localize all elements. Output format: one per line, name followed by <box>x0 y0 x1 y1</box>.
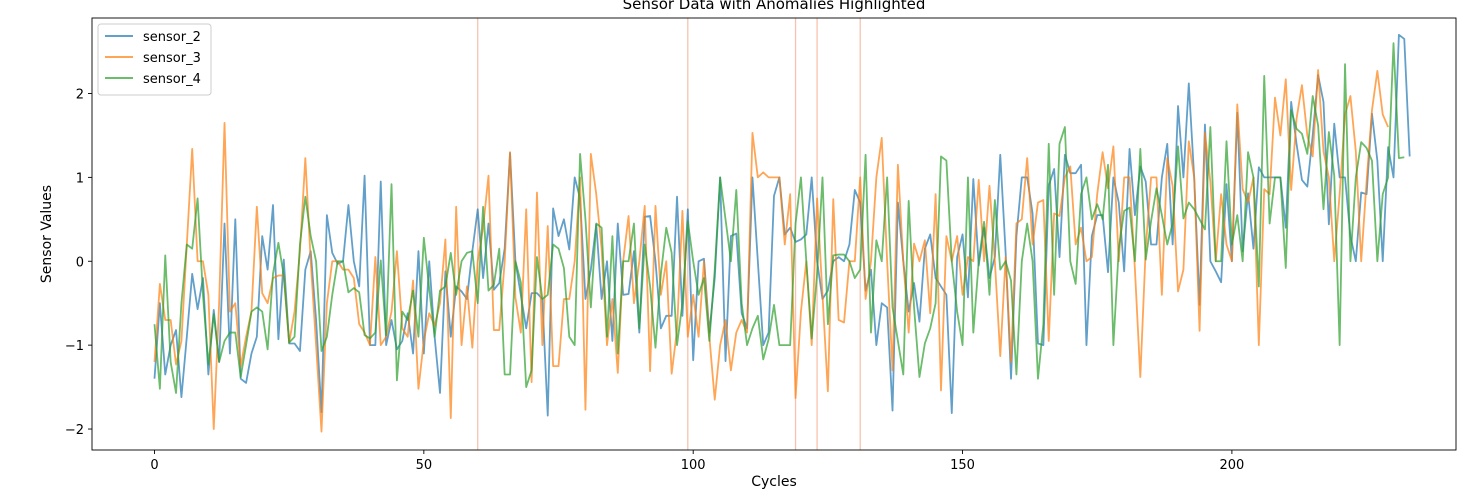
legend: sensor_2 sensor_3 sensor_4 <box>97 23 212 96</box>
chart-title: Sensor Data with Anomalies Highlighted <box>623 0 926 13</box>
series-line-sensor_4 <box>153 42 1405 394</box>
x-tick-label: 200 <box>1219 458 1244 473</box>
plot-area-frame <box>91 17 1457 451</box>
legend-label-sensor_2: sensor_2 <box>143 30 201 45</box>
y-tick-label: 2 <box>76 87 84 102</box>
series-line-sensor_2 <box>153 33 1411 417</box>
y-axis-ticks: −2 −1 0 1 2 <box>65 87 92 438</box>
x-tick-label: 100 <box>681 458 706 473</box>
x-axis-title: Cycles <box>751 474 797 489</box>
y-tick-label: 1 <box>76 171 84 186</box>
x-tick-label: 50 <box>416 458 433 473</box>
y-axis-title: Sensor Values <box>39 185 55 283</box>
x-tick-label: 0 <box>150 458 158 473</box>
y-tick-label: −1 <box>65 339 84 354</box>
y-tick-label: 0 <box>76 255 84 270</box>
x-axis-ticks: 0 50 100 150 200 <box>150 450 1244 473</box>
series-lines <box>153 33 1411 433</box>
legend-label-sensor_4: sensor_4 <box>143 72 201 87</box>
legend-label-sensor_3: sensor_3 <box>143 51 201 66</box>
series-line-sensor_3 <box>153 69 1389 433</box>
x-tick-label: 150 <box>950 458 975 473</box>
y-tick-label: −2 <box>65 423 84 438</box>
